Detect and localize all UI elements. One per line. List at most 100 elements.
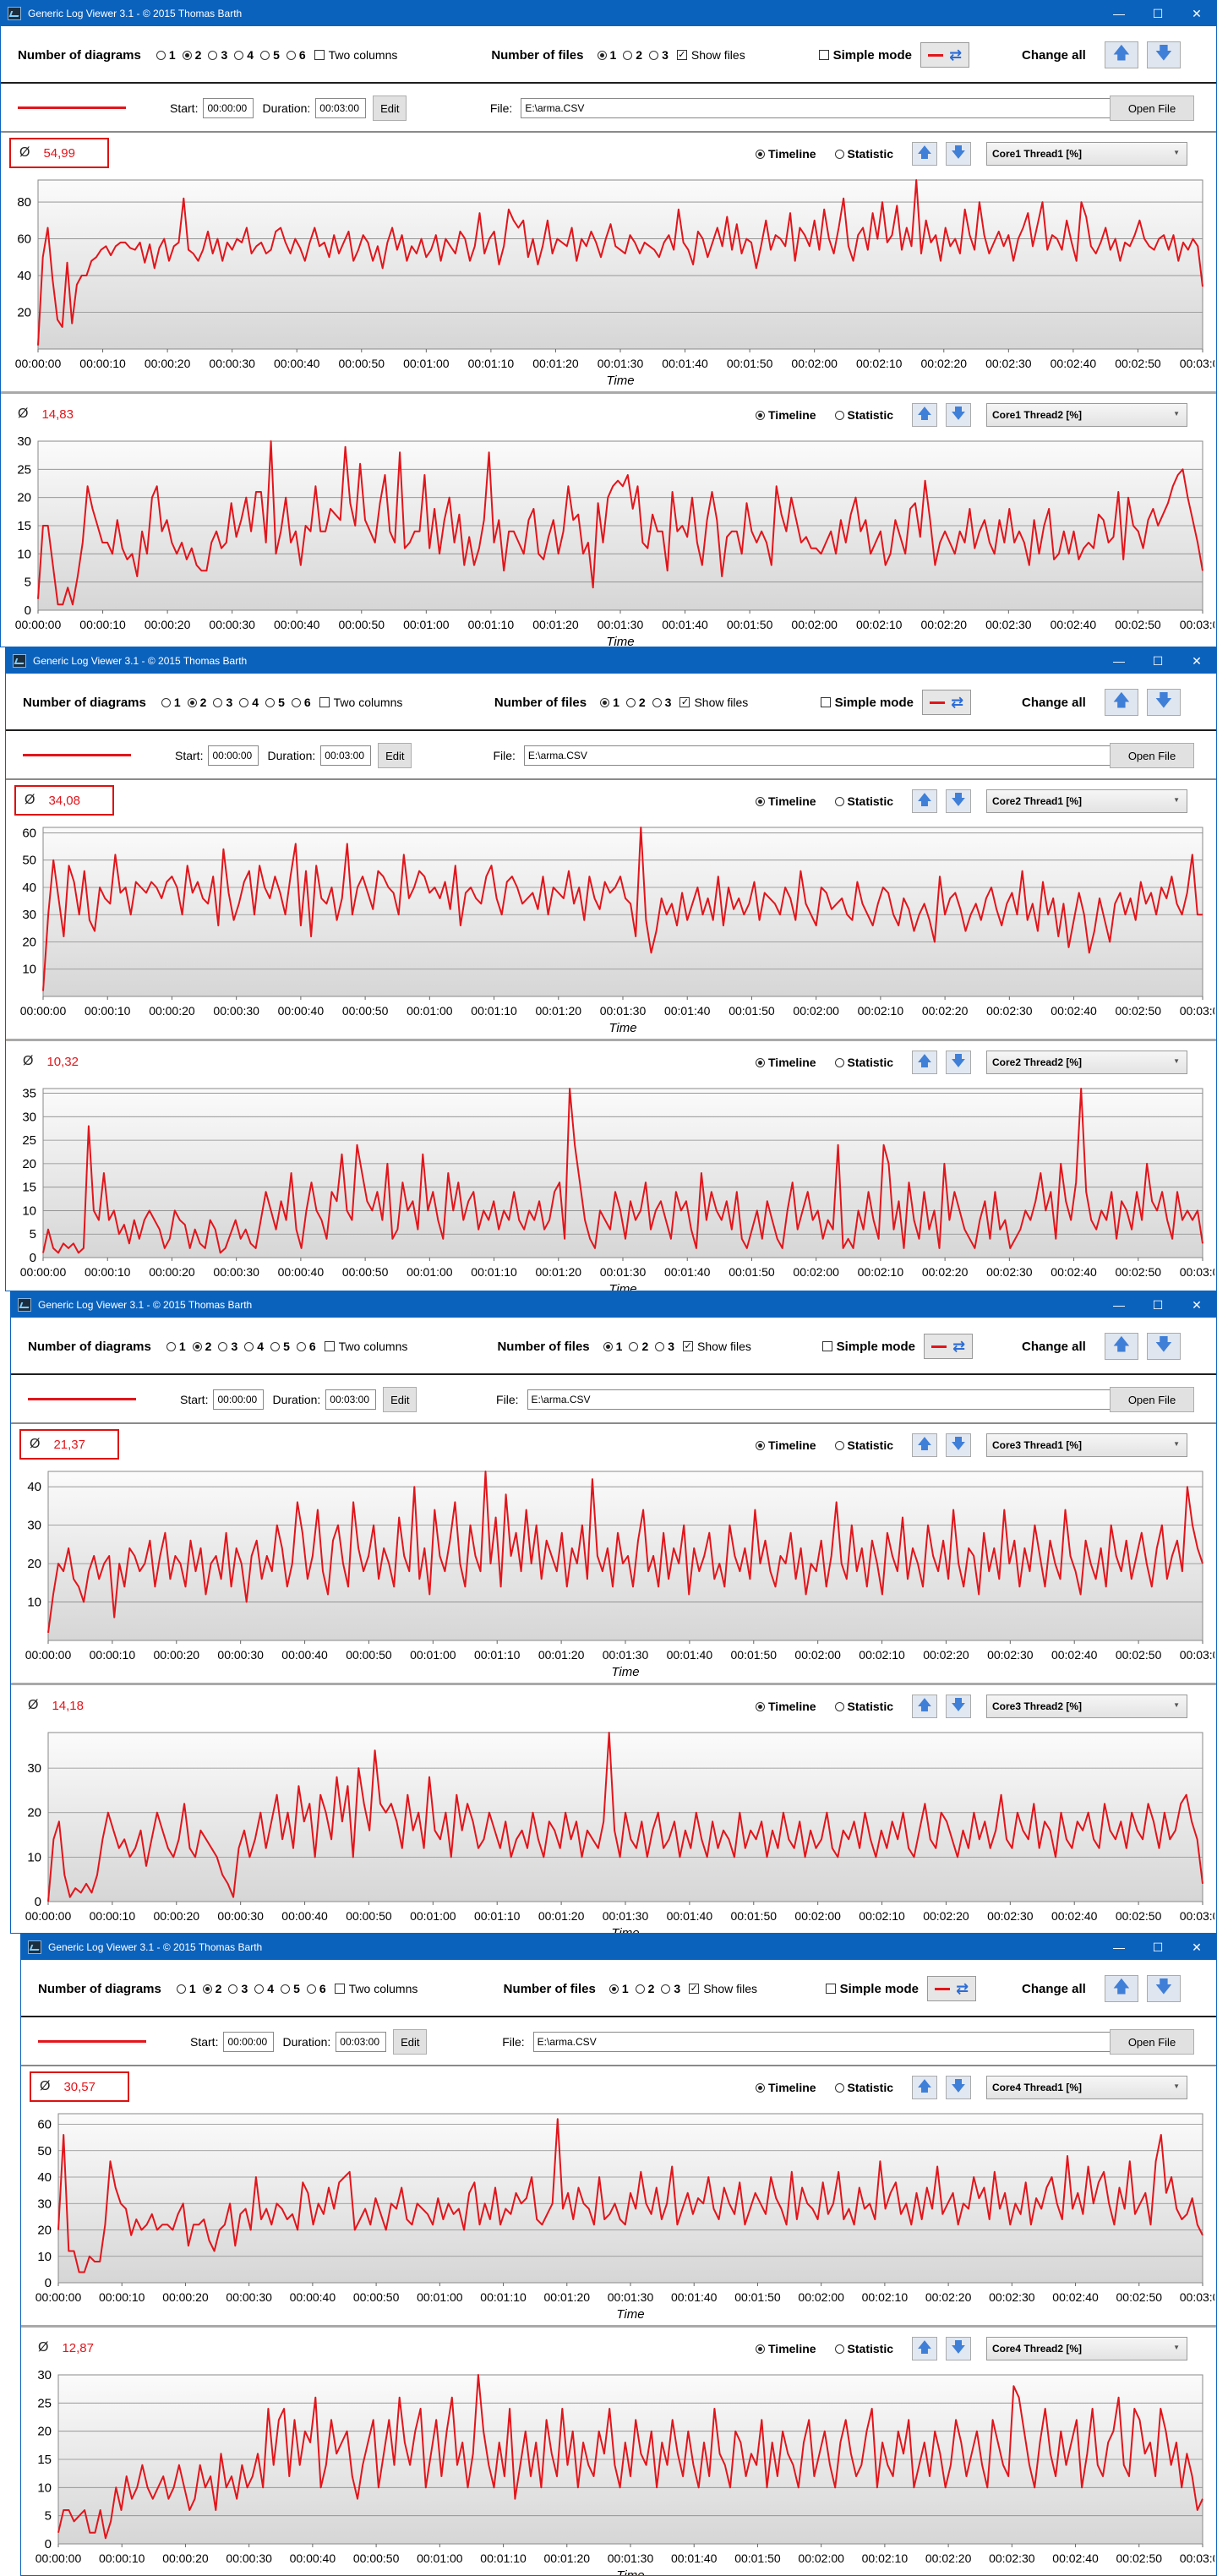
diagram-count-radio-2[interactable] (187, 697, 197, 707)
simple-mode-checkbox[interactable] (821, 1341, 832, 1351)
timeline-radio[interactable] (756, 2082, 765, 2093)
move-down-button[interactable]: 🡇 (946, 1051, 972, 1074)
diagram-count-radio-6[interactable] (296, 1341, 306, 1351)
simple-mode-checkbox[interactable] (820, 697, 831, 707)
move-up-button[interactable]: 🡅 (912, 403, 938, 427)
move-up-button[interactable]: 🡅 (912, 1051, 938, 1074)
edit-button[interactable]: Edit (393, 2029, 428, 2055)
two-columns-checkbox[interactable] (324, 1341, 335, 1351)
series-color-button[interactable]: ⇄ (926, 1976, 976, 2001)
channel-select[interactable]: Core2 Thread2 [%] ▼ (986, 1051, 1188, 1074)
channel-select[interactable]: Core4 Thread2 [%] ▼ (986, 2337, 1188, 2360)
timeline-radio[interactable] (756, 2344, 765, 2354)
simple-mode-checkbox[interactable] (825, 1984, 836, 1994)
diagram-count-radio-4[interactable] (239, 697, 249, 707)
statistic-radio[interactable] (834, 1701, 844, 1711)
file-count-radio-1[interactable] (608, 1984, 619, 1994)
duration-field[interactable]: 00:03:00 (320, 745, 372, 766)
move-down-all-button[interactable]: 🡇 (1146, 689, 1181, 716)
channel-select[interactable]: Core1 Thread2 [%] ▼ (986, 403, 1188, 427)
diagram-count-radio-5[interactable] (270, 1341, 281, 1351)
minimize-icon[interactable]: — (1113, 654, 1125, 668)
diagram-count-radio-3[interactable] (218, 1341, 228, 1351)
file-count-radio-3[interactable] (652, 697, 662, 707)
move-up-button[interactable]: 🡅 (912, 789, 938, 813)
show-files-checkbox[interactable]: ✓ (679, 697, 690, 707)
edit-button[interactable]: Edit (383, 1387, 417, 1412)
statistic-radio[interactable] (834, 1440, 844, 1450)
diagram-count-radio-5[interactable] (260, 50, 270, 60)
series-color-button[interactable]: ⇄ (920, 42, 969, 68)
start-time-field[interactable]: 00:00:00 (213, 1389, 265, 1410)
file-count-radio-2[interactable] (625, 697, 636, 707)
diagram-count-radio-2[interactable] (182, 50, 192, 60)
statistic-radio[interactable] (834, 796, 844, 806)
diagram-count-radio-3[interactable] (228, 1984, 238, 1994)
duration-field[interactable]: 00:03:00 (336, 2032, 387, 2052)
close-icon[interactable]: ✕ (1192, 1297, 1202, 1312)
move-up-all-button[interactable]: 🡅 (1104, 689, 1138, 716)
diagram-count-radio-3[interactable] (213, 697, 223, 707)
open-file-button[interactable]: Open File (1110, 743, 1194, 768)
diagram-count-radio-4[interactable] (244, 1341, 254, 1351)
channel-select[interactable]: Core4 Thread1 [%] ▼ (986, 2076, 1188, 2099)
minimize-icon[interactable]: — (1113, 1298, 1125, 1312)
simple-mode-checkbox[interactable] (818, 50, 829, 60)
statistic-radio[interactable] (834, 410, 844, 420)
move-down-all-button[interactable]: 🡇 (1146, 1975, 1181, 2002)
channel-select[interactable]: Core3 Thread1 [%] ▼ (986, 1433, 1188, 1457)
file-path-field[interactable]: E:\arma.CSV (527, 1389, 1150, 1410)
diagram-count-radio-1[interactable] (161, 697, 171, 707)
move-down-button[interactable]: 🡇 (946, 142, 972, 166)
open-file-button[interactable]: Open File (1110, 1387, 1194, 1412)
move-down-button[interactable]: 🡇 (946, 2076, 972, 2099)
show-files-checkbox[interactable]: ✓ (676, 50, 687, 60)
file-count-radio-3[interactable] (649, 50, 659, 60)
series-color-button[interactable]: ⇄ (921, 690, 971, 715)
channel-select[interactable]: Core3 Thread2 [%] ▼ (986, 1695, 1188, 1718)
file-count-radio-1[interactable] (603, 1341, 613, 1351)
close-icon[interactable]: ✕ (1192, 1940, 1202, 1954)
edit-button[interactable]: Edit (378, 743, 412, 768)
diagram-count-radio-6[interactable] (306, 1984, 316, 1994)
diagram-count-radio-6[interactable] (291, 697, 301, 707)
open-file-button[interactable]: Open File (1110, 96, 1194, 121)
duration-field[interactable]: 00:03:00 (325, 1389, 377, 1410)
move-up-button[interactable]: 🡅 (912, 1433, 938, 1457)
diagram-count-radio-4[interactable] (234, 50, 244, 60)
timeline-radio[interactable] (756, 1057, 765, 1067)
statistic-radio[interactable] (834, 1057, 844, 1067)
edit-button[interactable]: Edit (373, 96, 407, 121)
move-up-button[interactable]: 🡅 (912, 1695, 938, 1718)
file-count-radio-2[interactable] (629, 1341, 639, 1351)
move-down-button[interactable]: 🡇 (946, 789, 972, 813)
move-up-button[interactable]: 🡅 (912, 2337, 938, 2360)
file-count-radio-1[interactable] (600, 697, 610, 707)
duration-field[interactable]: 00:03:00 (315, 98, 367, 118)
timeline-radio[interactable] (756, 149, 765, 159)
move-down-all-button[interactable]: 🡇 (1146, 41, 1181, 68)
start-time-field[interactable]: 00:00:00 (208, 745, 259, 766)
two-columns-checkbox[interactable] (314, 50, 325, 60)
move-down-button[interactable]: 🡇 (946, 2337, 972, 2360)
move-up-all-button[interactable]: 🡅 (1104, 1333, 1138, 1360)
maximize-icon[interactable]: ☐ (1152, 6, 1164, 20)
file-count-radio-3[interactable] (661, 1984, 671, 1994)
diagram-count-radio-1[interactable] (176, 1984, 186, 1994)
timeline-radio[interactable] (756, 1440, 765, 1450)
move-up-all-button[interactable]: 🡅 (1104, 1975, 1138, 2002)
channel-select[interactable]: Core2 Thread1 [%] ▼ (986, 789, 1188, 813)
maximize-icon[interactable]: ☐ (1152, 1297, 1164, 1312)
timeline-radio[interactable] (756, 1701, 765, 1711)
timeline-radio[interactable] (756, 796, 765, 806)
close-icon[interactable]: ✕ (1192, 653, 1202, 668)
file-path-field[interactable]: E:\arma.CSV (523, 745, 1150, 766)
show-files-checkbox[interactable]: ✓ (689, 1984, 700, 1994)
file-count-radio-1[interactable] (597, 50, 607, 60)
statistic-radio[interactable] (834, 149, 844, 159)
diagram-count-radio-4[interactable] (254, 1984, 265, 1994)
file-count-radio-3[interactable] (655, 1341, 665, 1351)
move-up-button[interactable]: 🡅 (912, 2076, 938, 2099)
file-path-field[interactable]: E:\arma.CSV (532, 2032, 1149, 2052)
move-down-all-button[interactable]: 🡇 (1146, 1333, 1181, 1360)
